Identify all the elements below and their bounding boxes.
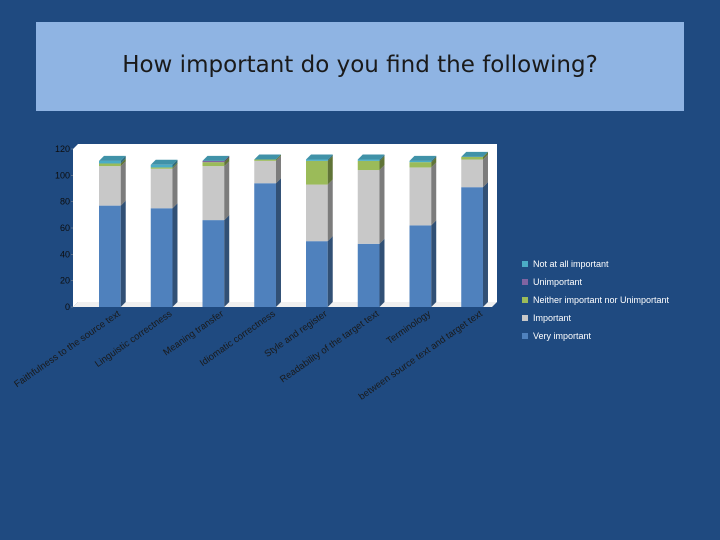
- chart-area: 0 20 40 60 80 100 120 Faithfulness to the sourc…: [0, 133, 720, 443]
- slide-title: How important do you find the following?: [122, 52, 598, 78]
- bar-segment: [150, 208, 173, 307]
- bar-side: [172, 162, 178, 169]
- y-tick-label: 40: [60, 249, 70, 259]
- bar-top: [202, 155, 230, 161]
- bar-side: [275, 154, 281, 161]
- legend-swatch: [522, 279, 528, 285]
- legend-label: Unimportant: [533, 277, 583, 287]
- bar-side: [379, 238, 385, 307]
- bar-segment: [254, 159, 276, 161]
- bar-side: [275, 178, 281, 307]
- bar-segment: [357, 243, 380, 307]
- y-tick-label: 120: [55, 144, 70, 154]
- bar-top: [99, 155, 126, 161]
- bar-side: [120, 158, 126, 167]
- category-label: Terminology: [385, 308, 433, 347]
- bar-segment: [202, 162, 225, 167]
- bar-segment: [99, 163, 121, 167]
- legend-swatch: [522, 333, 528, 339]
- bar-side: [431, 162, 437, 226]
- bar-side: [379, 154, 385, 161]
- bar-side: [379, 155, 385, 171]
- bar-side: [379, 165, 385, 244]
- bar-side: [224, 157, 230, 167]
- bar-segment: [306, 159, 328, 161]
- bar-segment: [409, 160, 432, 163]
- bar-segment: [99, 166, 121, 206]
- bar-side: [327, 236, 333, 307]
- bar-side: [275, 155, 281, 184]
- bar-side: [120, 200, 126, 307]
- chart-floor: [73, 302, 497, 307]
- bar-side: [482, 154, 488, 188]
- bar-side: [431, 155, 437, 163]
- y-tick-label: 60: [60, 223, 70, 233]
- bar-segment: [99, 160, 121, 164]
- bar-segment: [150, 164, 173, 168]
- bar-top: [461, 151, 488, 157]
- bar-top: [409, 155, 437, 161]
- bar-segment: [254, 183, 276, 307]
- bar-segment: [202, 220, 225, 307]
- bar-segment: [306, 184, 328, 242]
- bar-top: [150, 159, 178, 165]
- bar-top: [254, 154, 281, 160]
- y-tick-label: 100: [55, 170, 70, 180]
- bar-side: [327, 179, 333, 242]
- bar-side: [482, 182, 488, 307]
- bar-top: [357, 154, 385, 160]
- bar-side: [327, 155, 333, 185]
- bar-segment: [254, 160, 276, 184]
- bar-segment: [306, 160, 328, 185]
- legend-swatch: [522, 261, 528, 267]
- legend-label: Not at all important: [533, 259, 609, 269]
- y-tick-label: 0: [65, 302, 70, 312]
- bar-side: [224, 161, 230, 221]
- legend-label: Neither important nor Unimportant: [533, 295, 670, 305]
- bar-side: [431, 220, 437, 307]
- bar-side: [120, 161, 126, 206]
- bar-side: [224, 215, 230, 307]
- bar-segment: [409, 162, 432, 168]
- bar-segment: [461, 159, 483, 188]
- bar-side: [172, 203, 178, 307]
- bar-side: [224, 155, 230, 163]
- category-label: Readability of the target text: [278, 308, 382, 385]
- bar-side: [172, 163, 178, 209]
- bar-side: [120, 155, 126, 164]
- bar-side: [327, 154, 333, 161]
- bar-side: [172, 159, 178, 168]
- y-tick-label: 20: [60, 276, 70, 286]
- legend-label: Very important: [533, 331, 592, 341]
- bar-side: [431, 157, 437, 168]
- bar-segment: [357, 170, 380, 244]
- title-box: How important do you find the following?: [36, 22, 684, 111]
- bar-segment: [99, 205, 121, 307]
- bar-segment: [202, 160, 225, 163]
- y-tick-label: 80: [60, 197, 70, 207]
- chart-back-wall: [73, 144, 497, 307]
- bar-segment: [357, 159, 380, 161]
- bar-segment: [150, 168, 173, 209]
- legend-label: Important: [533, 313, 572, 323]
- category-label: Faithfulness to the source text: [12, 308, 122, 390]
- bar-segment: [357, 160, 380, 171]
- bar-segment: [150, 167, 173, 169]
- bar-segment: [409, 225, 432, 307]
- bar-side: [482, 151, 488, 160]
- stacked-bar-chart: 0 20 40 60 80 100 120 Faithfulness to the sourc…: [12, 144, 670, 403]
- bar-segment: [409, 167, 432, 226]
- legend-swatch: [522, 315, 528, 321]
- bar-segment: [202, 166, 225, 221]
- bar-top: [306, 154, 333, 160]
- bar-segment: [306, 241, 328, 307]
- bar-segment: [461, 156, 483, 160]
- bar-segment: [461, 187, 483, 307]
- legend-swatch: [522, 297, 528, 303]
